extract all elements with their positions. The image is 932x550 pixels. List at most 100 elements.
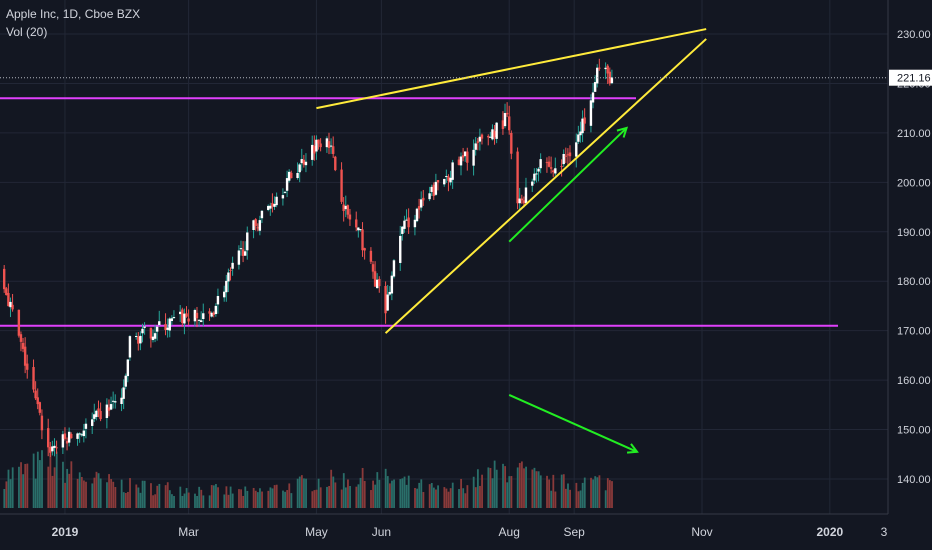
- volume-bar: [577, 491, 580, 508]
- volume-bar: [608, 480, 611, 508]
- candle-body: [422, 197, 425, 201]
- volume-bar: [533, 467, 536, 508]
- candle-body: [260, 210, 264, 219]
- volume-bar: [330, 469, 333, 508]
- candle-body: [564, 155, 567, 157]
- volume-bar: [7, 469, 10, 508]
- volume-bar: [22, 474, 25, 508]
- volume-bar: [108, 474, 110, 508]
- volume-bar: [372, 480, 375, 508]
- candle-body: [53, 445, 56, 448]
- candle-body: [49, 446, 52, 453]
- volume-bar: [326, 486, 328, 508]
- candle-body: [399, 235, 402, 263]
- candle-body: [19, 334, 23, 342]
- candle-body: [489, 136, 492, 138]
- volume-bar: [359, 477, 362, 508]
- candle-body: [65, 441, 69, 444]
- candle-body: [447, 176, 450, 181]
- candle-body: [346, 205, 350, 215]
- x-tick-label: 3: [881, 525, 888, 539]
- current-price-label: 221.16: [897, 73, 931, 85]
- candle-body: [229, 269, 232, 271]
- volume-bar: [606, 478, 609, 508]
- volume-bar: [407, 475, 410, 508]
- volume-bar: [120, 479, 123, 508]
- volume-bar: [474, 487, 477, 508]
- volume-bar: [391, 480, 393, 508]
- volume-bar: [53, 467, 56, 508]
- candle-body: [480, 134, 484, 139]
- volume-bar: [328, 485, 330, 508]
- volume-bar: [179, 486, 182, 508]
- candle-body: [107, 407, 111, 411]
- candle-body: [390, 275, 394, 294]
- candle-body: [114, 401, 117, 403]
- volume-bar: [374, 484, 377, 508]
- volume-bar: [305, 478, 307, 508]
- candle-body: [472, 149, 475, 166]
- candle-body: [199, 320, 203, 323]
- x-tick-label: 2020: [816, 525, 843, 539]
- x-tick-label: Jun: [372, 525, 391, 539]
- candle-body: [223, 291, 226, 298]
- candle-body: [153, 333, 157, 339]
- candle-body: [128, 336, 132, 358]
- volume-bar: [187, 492, 190, 508]
- candle-body: [254, 219, 257, 227]
- candle-body: [298, 164, 301, 173]
- candle-body: [212, 312, 215, 315]
- volume-bar: [183, 493, 186, 508]
- candle-body: [510, 132, 513, 154]
- volume-bar: [200, 489, 203, 508]
- volume-bar: [286, 490, 289, 508]
- volume-bar: [173, 495, 175, 508]
- volume-bar: [405, 484, 408, 508]
- volume-bar: [158, 483, 161, 508]
- candle-body: [319, 143, 322, 148]
- volume-bar: [523, 468, 525, 508]
- candle-body: [325, 138, 329, 148]
- volume-bar: [479, 485, 481, 508]
- candle-body: [476, 141, 479, 143]
- volume-bar: [223, 494, 226, 508]
- candle-body: [124, 375, 127, 387]
- volume-bar: [363, 480, 366, 508]
- volume-bar: [388, 483, 391, 508]
- volume-bar: [112, 481, 115, 508]
- volume-bar: [5, 481, 8, 508]
- candle-body: [359, 229, 362, 231]
- volume-bar: [26, 463, 29, 508]
- volume-bar: [55, 451, 58, 508]
- candle-body: [210, 312, 213, 317]
- candle-body: [378, 278, 381, 287]
- candle-body: [610, 77, 614, 84]
- candle-body: [443, 178, 446, 185]
- candle-body: [539, 159, 542, 169]
- candle-body: [137, 336, 140, 344]
- volume-bar: [349, 486, 351, 508]
- volume-bar: [317, 478, 320, 508]
- volume-bar: [215, 484, 217, 508]
- candle-body: [493, 131, 496, 138]
- candle-body: [417, 206, 421, 210]
- volume-bar: [62, 461, 64, 508]
- volume-bar: [284, 491, 286, 508]
- volume-bar: [378, 479, 381, 508]
- candle-body: [575, 142, 578, 157]
- volume-bar: [95, 471, 98, 508]
- candle-body: [122, 387, 125, 399]
- candle-body: [63, 433, 67, 439]
- candle-body: [342, 204, 345, 212]
- candle-body: [459, 156, 463, 166]
- volume-bar: [370, 490, 372, 508]
- volume-bar: [164, 485, 167, 508]
- candle-body: [269, 205, 272, 209]
- y-tick-label: 160.00: [897, 375, 931, 387]
- candle-body: [5, 288, 8, 295]
- candle-body: [311, 144, 314, 160]
- volume-bar: [311, 491, 314, 508]
- candle-body: [256, 227, 259, 229]
- candle-body: [340, 169, 343, 202]
